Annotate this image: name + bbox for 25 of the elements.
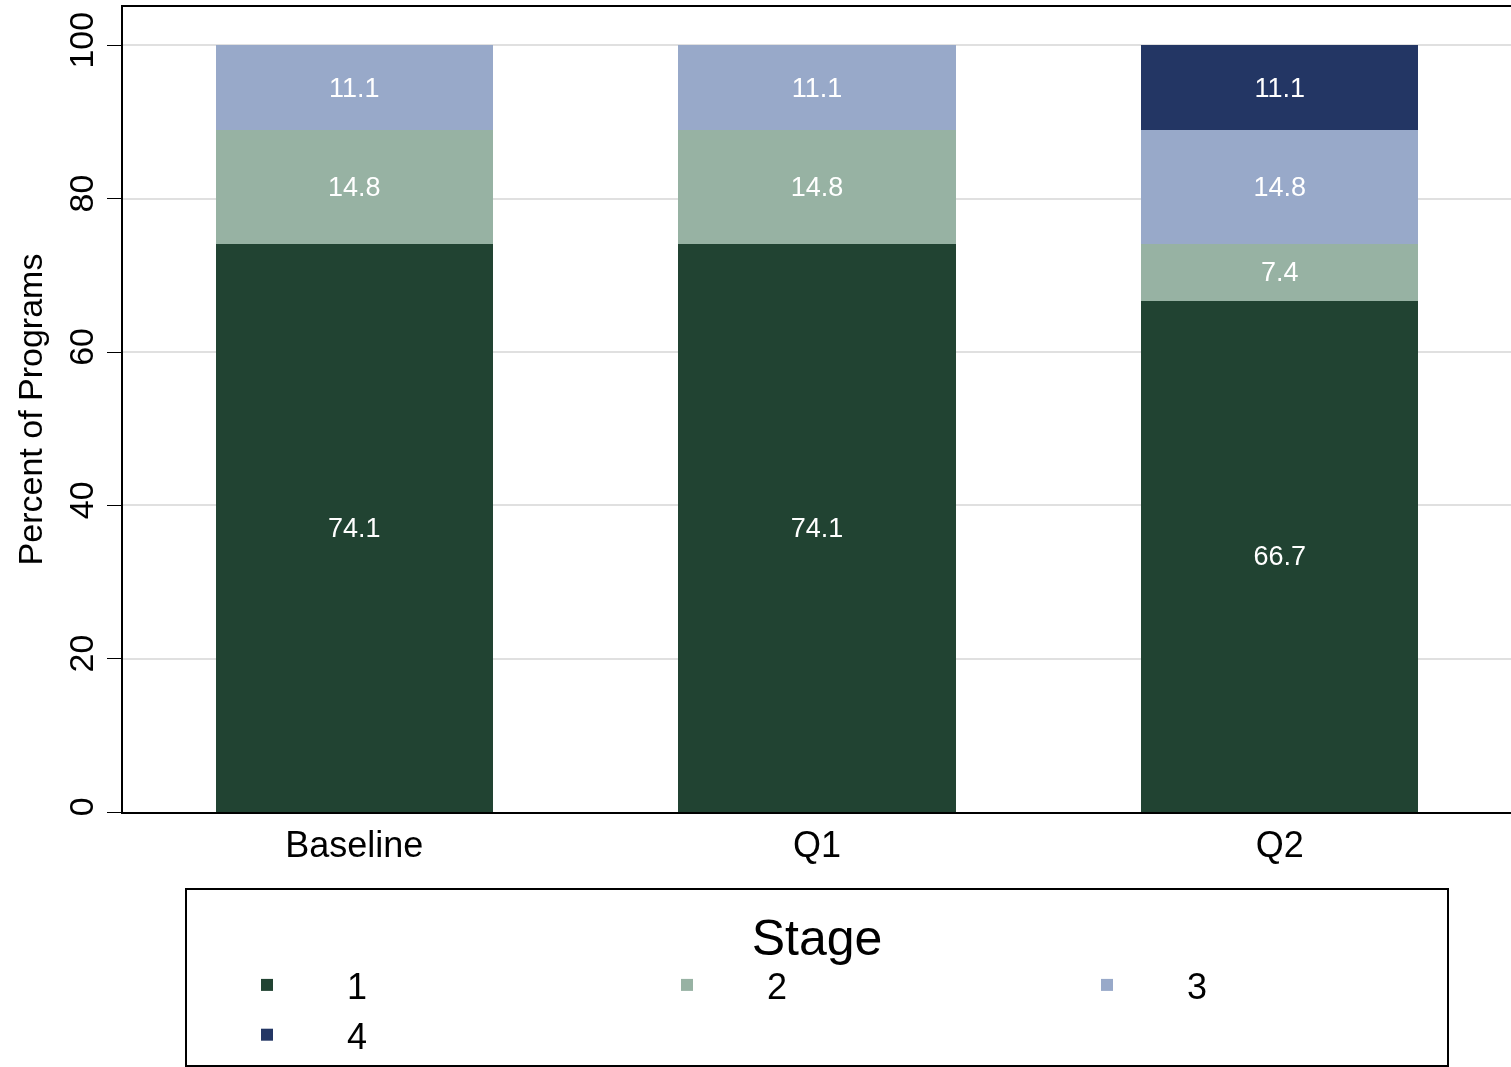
data-label: 14.8 [1253, 172, 1306, 203]
data-label: 74.1 [328, 512, 381, 543]
data-label: 7.4 [1260, 257, 1299, 288]
legend-label: 3 [1187, 965, 1208, 1007]
data-label: 74.1 [790, 512, 844, 543]
y-tick-label: 40 [62, 481, 101, 520]
legend-label: 2 [767, 965, 788, 1007]
y-axis-title: Percent of Programs [10, 253, 49, 566]
data-label: 11.1 [791, 72, 843, 103]
data-label: 11.1 [1254, 72, 1305, 103]
y-tick-label: 100 [62, 11, 101, 69]
x-tick-label: Baseline [285, 824, 424, 866]
legend-label: 4 [347, 1015, 368, 1057]
y-tick-label: 60 [62, 327, 101, 366]
data-label: 11.1 [329, 72, 380, 103]
x-tick-label: Q1 [792, 824, 842, 866]
y-tick-label: 0 [62, 797, 101, 817]
y-tick-label: 80 [62, 174, 101, 213]
legend-title: Stage [751, 910, 883, 966]
data-label: 66.7 [1253, 541, 1306, 572]
legend-label: 1 [347, 965, 368, 1007]
x-tick-label: Q2 [1255, 824, 1304, 866]
data-label: 14.8 [790, 172, 844, 203]
data-label: 14.8 [328, 172, 381, 203]
y-tick-label: 20 [62, 634, 101, 673]
